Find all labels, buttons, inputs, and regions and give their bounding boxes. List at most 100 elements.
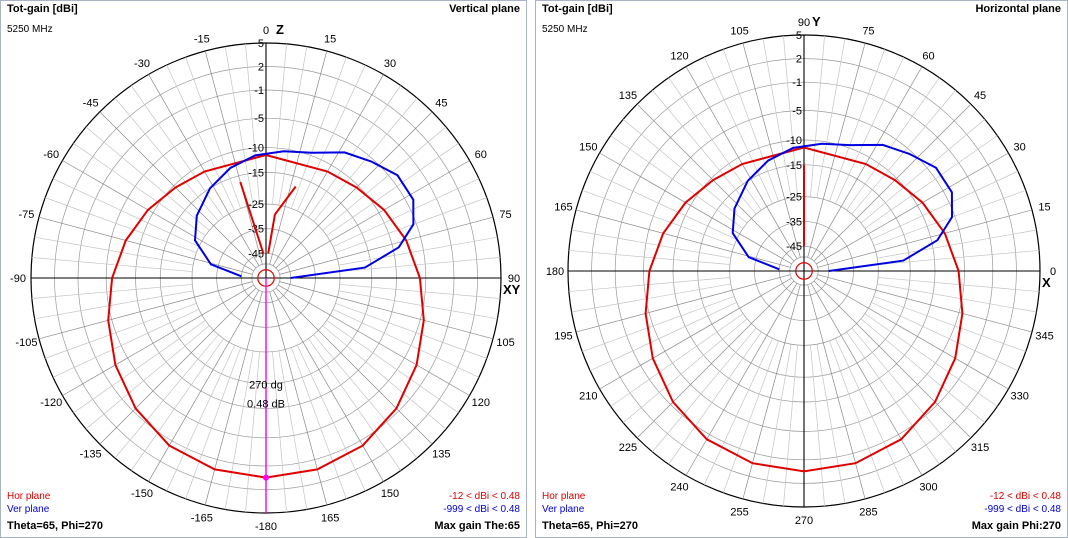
grid-spoke xyxy=(308,85,402,218)
grid-spoke xyxy=(810,345,825,507)
angle-label: 150 xyxy=(579,142,597,154)
radial-tick-label: -10 xyxy=(248,143,264,155)
grid-spoke xyxy=(272,74,384,266)
origin-marker xyxy=(795,262,813,280)
grid-spoke xyxy=(860,318,986,423)
angle-label: -30 xyxy=(134,58,150,70)
angle-label: 165 xyxy=(321,513,339,525)
angle-label: 105 xyxy=(496,337,514,349)
grid-spoke xyxy=(668,77,762,211)
radial-tick-label: -35 xyxy=(786,216,802,228)
grid-spoke xyxy=(166,344,236,492)
grid-spoke xyxy=(45,302,197,359)
grid-spoke xyxy=(45,197,197,254)
grid-spoke xyxy=(829,49,886,202)
grid-spoke xyxy=(338,236,498,266)
angle-label: -105 xyxy=(15,337,37,349)
grid-spoke xyxy=(816,38,846,198)
range-hor: -12 < dBi < 0.48 xyxy=(448,491,520,502)
hor-plane-inner-lobe xyxy=(267,185,297,254)
grid-spoke xyxy=(816,344,846,504)
grid-spoke xyxy=(599,152,792,265)
hor-plane-inner-lobe xyxy=(239,181,265,254)
radial-tick-label: -5 xyxy=(254,113,264,125)
angle-label: 315 xyxy=(971,442,989,454)
angle-label: 30 xyxy=(384,58,396,70)
grid-spoke xyxy=(871,302,1019,372)
grid-spoke xyxy=(272,290,384,482)
radial-tick-label: 5 xyxy=(258,38,264,50)
grid-spoke xyxy=(278,160,470,272)
angle-label: 15 xyxy=(324,33,336,45)
frequency-label: 5250 MHz xyxy=(542,24,588,35)
grid-spoke xyxy=(275,111,433,269)
grid-spoke xyxy=(332,308,480,378)
grid-spoke xyxy=(114,97,219,222)
grid-spoke xyxy=(622,318,748,423)
grid-spoke xyxy=(829,340,886,493)
angle-label: 0 xyxy=(1050,266,1056,278)
grid-spoke xyxy=(762,344,792,504)
grid-spoke xyxy=(873,296,1026,353)
grid-spoke xyxy=(851,327,956,453)
range-ver: -999 < dBi < 0.48 xyxy=(984,504,1061,515)
axis-letter-top: Y xyxy=(812,14,821,29)
grid-spoke xyxy=(668,331,762,465)
grid-spoke xyxy=(873,189,1026,246)
panel-divider xyxy=(527,0,535,538)
grid-spoke xyxy=(810,35,825,197)
angle-label: 135 xyxy=(432,448,450,460)
radial-tick-label: -45 xyxy=(248,248,264,260)
grid-spoke xyxy=(296,64,366,212)
radial-tick-label: -1 xyxy=(792,77,802,89)
grid-spoke xyxy=(269,50,328,265)
radial-tick-label: 2 xyxy=(796,54,802,66)
grid-spoke xyxy=(85,325,210,430)
grid-spoke xyxy=(685,283,798,476)
grid-spoke xyxy=(783,345,798,507)
angle-label: 15 xyxy=(1038,202,1050,214)
grid-spoke xyxy=(652,89,757,215)
axis-letter-right: X xyxy=(1042,275,1051,290)
grid-spoke xyxy=(722,340,779,493)
legend-hor-plane: Hor plane xyxy=(7,491,51,502)
grid-spoke xyxy=(73,142,206,236)
status-angles: Theta=65, Phi=270 xyxy=(542,520,638,532)
angle-label: 120 xyxy=(670,50,688,62)
grid-spoke xyxy=(279,281,494,340)
legend-ver-plane: Ver plane xyxy=(542,504,585,515)
hor-plane-trace xyxy=(644,146,964,473)
grid-spoke xyxy=(722,49,779,202)
grid-spoke xyxy=(62,160,254,272)
angle-label: 255 xyxy=(730,507,748,519)
grid-spoke xyxy=(810,66,923,259)
grid-spoke xyxy=(568,277,730,292)
grid-spoke xyxy=(148,290,260,482)
grid-spoke xyxy=(636,103,795,262)
grid-spoke xyxy=(326,320,459,414)
grid-spoke xyxy=(622,119,748,224)
angle-label: 210 xyxy=(579,391,597,403)
grid-spoke xyxy=(130,85,224,218)
grid-spoke xyxy=(816,277,1009,390)
grid-spoke xyxy=(38,281,253,340)
angle-label: 345 xyxy=(1035,330,1053,342)
angle-label: 30 xyxy=(1014,142,1026,154)
grid-spoke xyxy=(326,142,459,236)
grid-spoke xyxy=(322,325,447,430)
radial-tick-label: -15 xyxy=(248,167,264,179)
chart-title: Tot-gain [dBi] xyxy=(542,3,613,15)
angle-label: -75 xyxy=(18,209,34,221)
angle-label: 60 xyxy=(475,149,487,161)
grid-spoke xyxy=(290,347,347,499)
grid-spoke xyxy=(835,338,905,486)
grid-spoke xyxy=(871,170,1019,240)
grid-spoke xyxy=(335,197,487,254)
marker-angle-label: 270 dg xyxy=(249,379,283,391)
grid-spoke xyxy=(846,331,940,465)
grid-spoke xyxy=(846,77,940,211)
grid-spoke xyxy=(571,283,731,313)
range-hor: -12 < dBi < 0.48 xyxy=(989,491,1061,502)
grid-spoke xyxy=(308,338,402,471)
angle-label: 75 xyxy=(499,209,511,221)
